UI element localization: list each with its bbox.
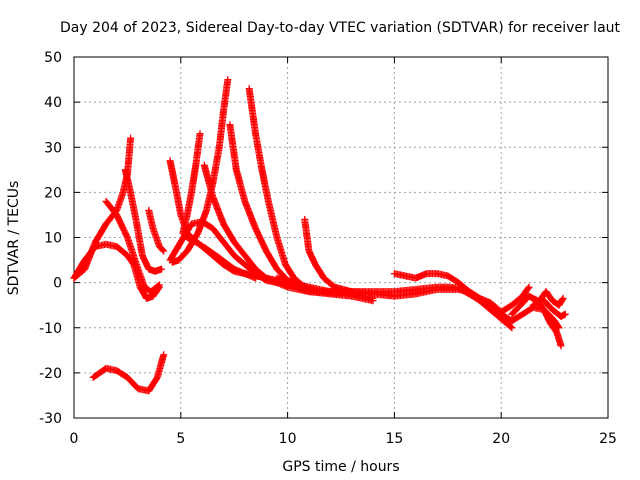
x-axis-label: GPS time / hours [282, 459, 399, 475]
chart-title: Day 204 of 2023, Sidereal Day-to-day VTE… [60, 20, 621, 36]
x-tick-label: 15 [385, 431, 403, 447]
series-track-16 [390, 270, 533, 316]
data-point-markers [245, 85, 345, 298]
data-point-markers [102, 197, 163, 296]
series-track-9 [179, 130, 260, 282]
y-tick-label: 50 [44, 50, 62, 66]
series-track-11 [168, 76, 232, 266]
series-track-13 [245, 85, 345, 298]
series-track-18 [529, 288, 567, 309]
x-tick-label: 20 [492, 431, 510, 447]
chart-grid [74, 57, 608, 418]
data-point-markers [529, 288, 567, 309]
data-point-markers [70, 134, 135, 282]
series-track-5 [145, 206, 168, 255]
y-tick-label: 20 [44, 185, 62, 201]
y-tick-label: 10 [44, 231, 62, 247]
data-point-markers [540, 297, 569, 320]
y-tick-label: 30 [44, 140, 62, 156]
y-tick-label: -30 [39, 411, 62, 427]
series-track-3 [102, 197, 163, 296]
y-axis-ticks: -30 -20 -10 0 10 20 30 40 50 [39, 50, 608, 427]
data-point-markers [179, 130, 260, 282]
data-point-markers [121, 166, 166, 275]
x-tick-label: 0 [70, 431, 79, 447]
y-tick-label: 0 [53, 276, 62, 292]
x-axis-ticks: 0 5 10 15 20 25 [70, 57, 617, 447]
y-axis-label: SDTVAR / TECUs [6, 181, 22, 296]
x-tick-label: 5 [176, 431, 185, 447]
y-tick-label: -10 [39, 321, 62, 337]
y-tick-label: -20 [39, 366, 62, 382]
data-point-markers [145, 206, 168, 255]
x-tick-label: 25 [599, 431, 617, 447]
y-tick-label: 40 [44, 95, 62, 111]
x-tick-label: 10 [279, 431, 297, 447]
series-track-6 [89, 351, 168, 395]
data-point-markers [390, 270, 533, 316]
series-track-4 [121, 166, 166, 275]
data-point-markers [168, 76, 232, 266]
data-points [70, 76, 569, 395]
series-track-1 [70, 134, 135, 282]
series-track-19 [540, 297, 569, 320]
data-point-markers [89, 351, 168, 395]
